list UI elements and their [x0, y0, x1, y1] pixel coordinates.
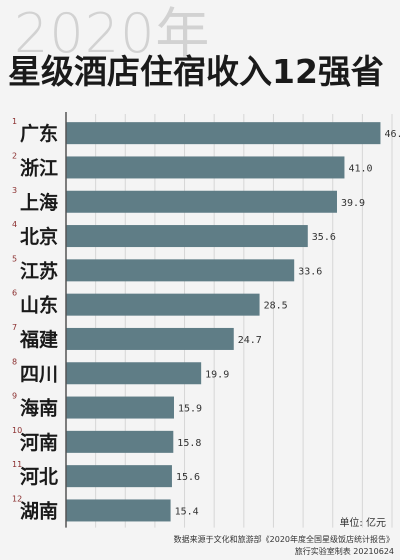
chart-title: 星级酒店住宿收入12强省 — [8, 52, 384, 91]
category-label: 海南 — [20, 397, 58, 420]
value-label: 28.5 — [264, 301, 288, 312]
value-label: 15.4 — [175, 506, 199, 517]
rank-number: 9 — [12, 392, 17, 401]
value-label: 39.9 — [341, 198, 365, 209]
rank-number: 5 — [12, 254, 17, 263]
category-label: 山东 — [20, 294, 58, 317]
rank-number: 11 — [12, 460, 22, 469]
value-label: 41.0 — [348, 163, 372, 174]
rank-number: 3 — [12, 186, 17, 195]
value-label: 35.6 — [312, 232, 336, 243]
bar — [66, 430, 174, 453]
bar — [66, 259, 295, 282]
bar — [66, 293, 260, 316]
category-label: 广东 — [20, 122, 58, 145]
bar — [66, 499, 171, 522]
rank-number: 7 — [12, 323, 17, 332]
value-label: 15.9 — [178, 404, 202, 415]
category-label: 福建 — [19, 328, 58, 351]
value-label: 15.8 — [177, 438, 201, 449]
category-label: 四川 — [20, 363, 58, 385]
rank-number: 12 — [12, 494, 22, 503]
rank-number: 1 — [12, 117, 17, 126]
category-label: 江苏 — [20, 259, 58, 282]
bar — [66, 190, 337, 213]
value-label: 46.3 — [384, 129, 400, 140]
rank-number: 8 — [12, 357, 17, 366]
rank-number: 10 — [12, 426, 22, 435]
year-watermark: 2020年 — [14, 2, 211, 65]
category-label: 河北 — [20, 466, 58, 488]
unit-label: 单位: 亿元 — [339, 518, 386, 529]
bar — [66, 396, 174, 419]
category-label: 湖南 — [20, 500, 58, 522]
value-label: 15.6 — [176, 472, 200, 483]
category-label: 北京 — [20, 225, 58, 248]
rank-number: 2 — [12, 151, 17, 160]
rank-number: 4 — [12, 220, 17, 229]
source-line-2: 旅行实验室制表 20210624 — [294, 547, 394, 556]
bar — [66, 225, 308, 248]
category-label: 上海 — [20, 191, 58, 214]
bar — [66, 122, 381, 145]
category-label: 河南 — [20, 432, 58, 454]
rank-number: 6 — [12, 289, 17, 298]
value-label: 33.6 — [298, 266, 322, 277]
value-label: 24.7 — [238, 335, 262, 346]
source-note: 数据来源于文化和旅游部《2020年度全国星级饭店统计报告》 旅行实验室制表 20… — [174, 534, 394, 558]
source-line-1: 数据来源于文化和旅游部《2020年度全国星级饭店统计报告》 — [173, 535, 394, 544]
bar — [66, 327, 234, 350]
value-label: 19.9 — [205, 369, 229, 380]
bar — [66, 465, 172, 488]
category-label: 浙江 — [20, 156, 58, 179]
bar — [66, 156, 345, 179]
bar — [66, 362, 202, 385]
